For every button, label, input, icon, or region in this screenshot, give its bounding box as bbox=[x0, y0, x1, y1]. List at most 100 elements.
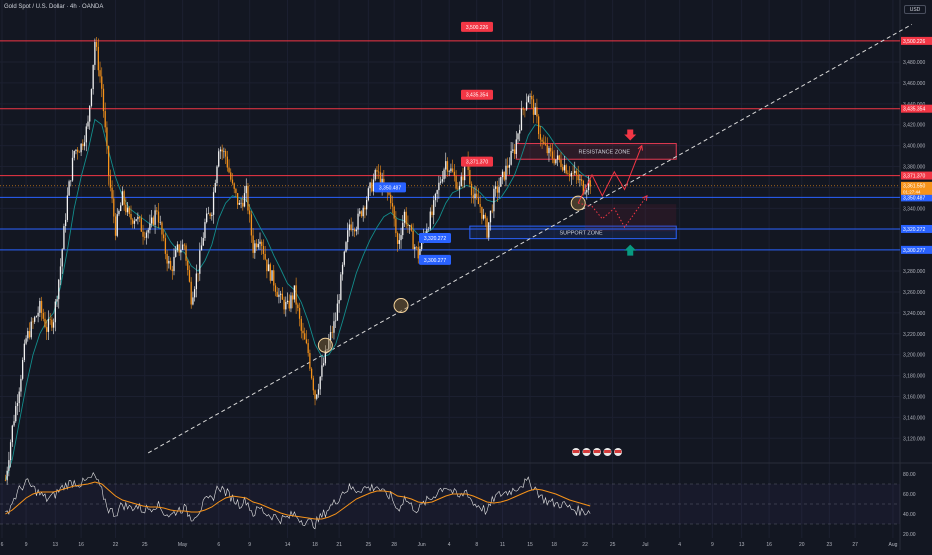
candle-body bbox=[347, 230, 349, 243]
candle-body bbox=[359, 211, 361, 214]
candle-body bbox=[493, 188, 495, 212]
candle-body bbox=[415, 246, 418, 248]
rsi-line bbox=[5, 472, 591, 530]
candle-body bbox=[524, 109, 526, 111]
moving-average-line bbox=[4, 118, 591, 481]
candle-body bbox=[238, 202, 241, 205]
candle-body bbox=[266, 259, 268, 272]
candle-body bbox=[271, 270, 273, 281]
current-price-text: 3,361.550 bbox=[903, 183, 925, 189]
candle-body bbox=[419, 249, 421, 259]
candle-body bbox=[333, 321, 335, 333]
candle-body bbox=[273, 270, 275, 286]
price-axis-tick: 3,120.000 bbox=[903, 436, 925, 442]
currency-button[interactable]: USD bbox=[904, 5, 926, 14]
candle-body bbox=[23, 343, 26, 360]
candle-body bbox=[458, 186, 461, 190]
time-axis-tick: Aug bbox=[889, 542, 898, 548]
candle-body bbox=[402, 222, 404, 236]
candle-body bbox=[121, 191, 124, 206]
candle-body bbox=[4, 480, 7, 481]
candle-body bbox=[345, 242, 347, 252]
candle-body bbox=[414, 246, 416, 250]
time-axis-tick: 21 bbox=[336, 542, 342, 548]
candle-body bbox=[267, 264, 270, 272]
time-axis-tick: 28 bbox=[391, 542, 397, 548]
candle-body bbox=[106, 127, 108, 147]
candle-body bbox=[290, 295, 292, 309]
candle-body bbox=[572, 172, 574, 174]
time-axis-tick: 16 bbox=[78, 542, 84, 548]
candle-body bbox=[279, 293, 282, 295]
candle-body bbox=[102, 88, 105, 112]
bullish-arrow bbox=[624, 244, 637, 256]
candle-body bbox=[369, 182, 371, 189]
candle-body bbox=[207, 213, 210, 215]
candle-body bbox=[161, 222, 163, 235]
chart-title: Gold Spot / U.S. Dollar · 4h · OANDA bbox=[4, 4, 104, 10]
candle-body bbox=[343, 251, 345, 265]
candle-body bbox=[187, 260, 189, 271]
candle-body bbox=[154, 210, 156, 225]
time-axis-tick: 22 bbox=[582, 542, 588, 548]
time-axis-tick: 6 bbox=[1, 542, 4, 548]
candle-body bbox=[235, 188, 237, 194]
moving-average-group bbox=[4, 118, 591, 481]
resistance-zone-label: RESISTANCE ZONE bbox=[578, 149, 630, 155]
candle-body bbox=[338, 299, 340, 304]
candle-body bbox=[35, 316, 38, 318]
candle-body bbox=[254, 243, 256, 253]
candle-body bbox=[243, 193, 246, 207]
rsi-pane bbox=[0, 472, 900, 530]
candle-body bbox=[128, 207, 130, 214]
candle-body bbox=[491, 210, 493, 212]
candle-body bbox=[310, 368, 313, 379]
candle-body bbox=[426, 229, 428, 234]
candle-body bbox=[551, 151, 554, 159]
candle-body bbox=[70, 180, 72, 182]
candle-body bbox=[433, 200, 435, 215]
candle-body bbox=[546, 144, 548, 154]
price-badge-text: 3,371.370 bbox=[903, 174, 925, 180]
candle-body bbox=[445, 161, 447, 170]
candle-body bbox=[231, 179, 234, 184]
time-axis-tick: 25 bbox=[366, 542, 372, 548]
candle-body bbox=[376, 170, 378, 172]
candle-body bbox=[555, 159, 557, 164]
price-axis-tick: 3,200.000 bbox=[903, 353, 925, 359]
candle-body bbox=[577, 174, 579, 181]
candle-body bbox=[321, 365, 323, 377]
candle-body bbox=[503, 171, 505, 180]
candle-body bbox=[113, 198, 115, 217]
candle-body bbox=[326, 349, 328, 351]
candle-body bbox=[49, 319, 51, 320]
candle-body bbox=[431, 211, 433, 215]
candle-body bbox=[329, 332, 332, 341]
candle-body bbox=[63, 226, 65, 250]
candle-body bbox=[314, 390, 316, 399]
candle-body bbox=[171, 269, 173, 272]
candle-body bbox=[541, 139, 543, 142]
candle-body bbox=[484, 214, 486, 219]
candle-body bbox=[500, 177, 502, 187]
time-axis-tick: 18 bbox=[312, 542, 318, 548]
time-axis-tick: 27 bbox=[852, 542, 858, 548]
candle-body bbox=[300, 318, 302, 331]
time-axis-tick: 13 bbox=[53, 542, 59, 548]
candle-body bbox=[451, 168, 454, 172]
candle-body bbox=[482, 214, 485, 219]
candle-body bbox=[427, 228, 430, 230]
price-badge-text: 3,500.226 bbox=[903, 39, 925, 45]
candle-body bbox=[405, 211, 407, 225]
candle-body bbox=[522, 108, 524, 110]
price-axis-tick: 3,160.000 bbox=[903, 394, 925, 400]
candle-body bbox=[178, 244, 180, 253]
candle-body bbox=[130, 213, 132, 220]
candle-body bbox=[371, 182, 373, 192]
candle-body bbox=[20, 378, 22, 392]
candle-body bbox=[457, 188, 459, 190]
candle-body bbox=[579, 179, 581, 181]
candle-body bbox=[126, 207, 129, 213]
candle-body bbox=[54, 301, 56, 323]
